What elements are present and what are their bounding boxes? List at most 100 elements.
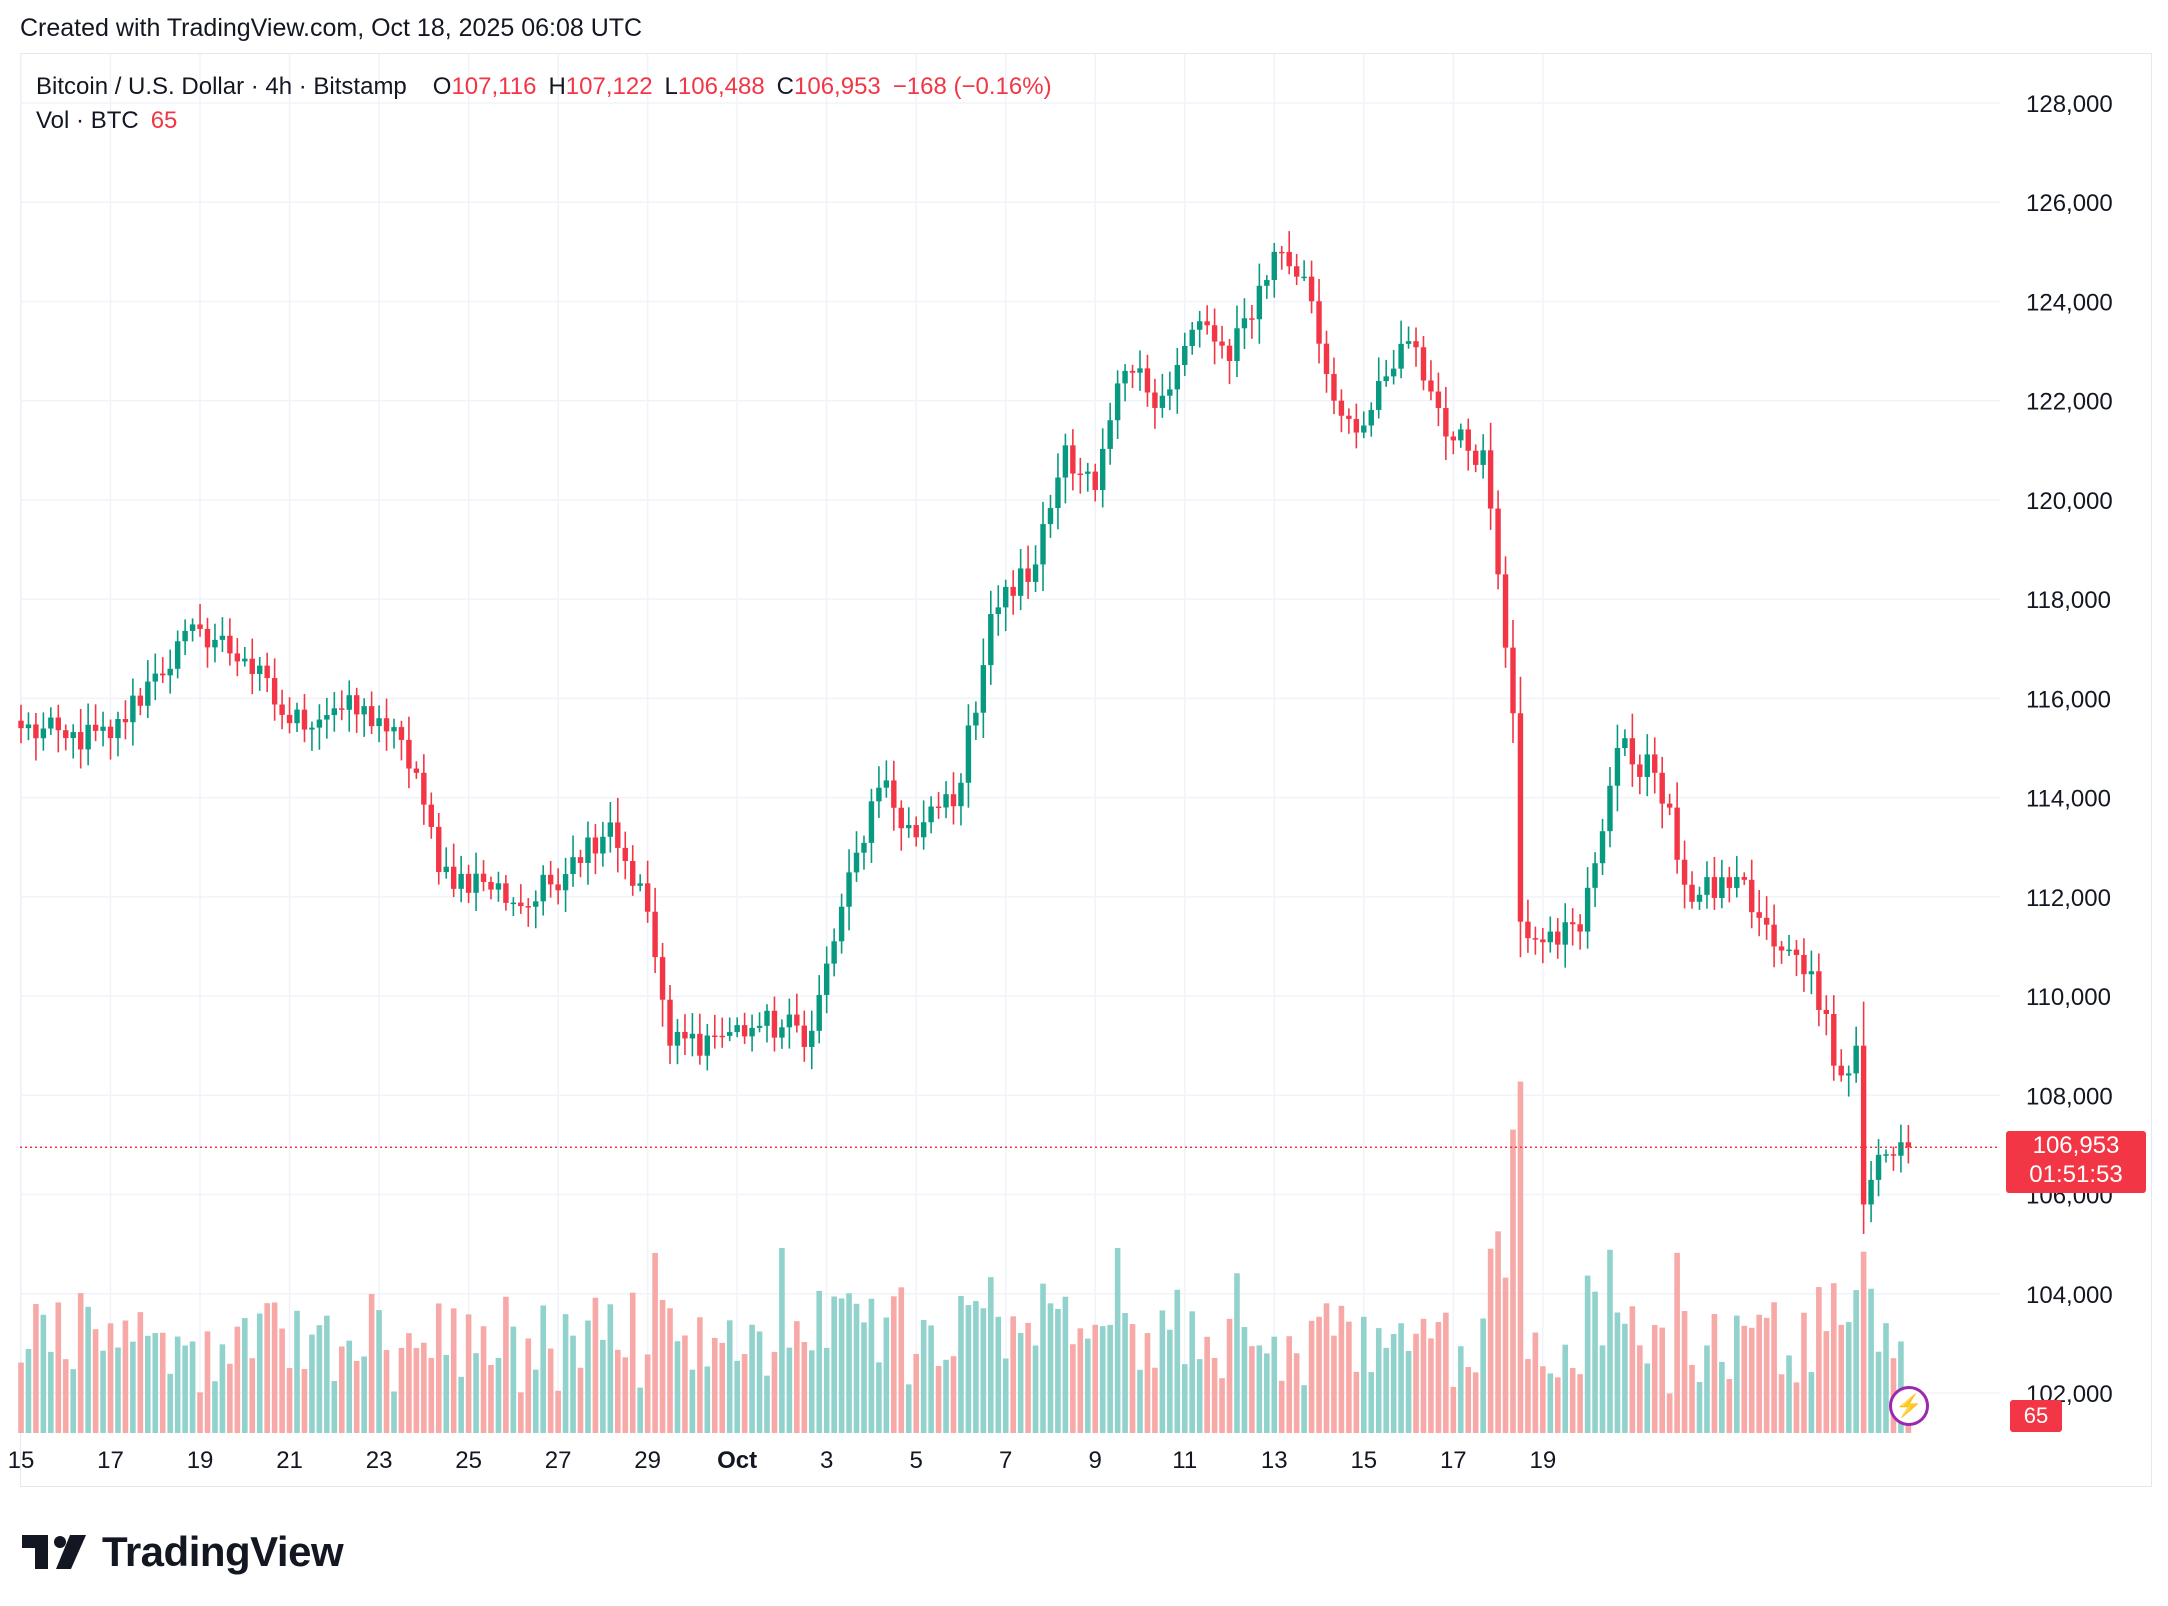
volume-bar [1286, 1336, 1292, 1433]
candle-body [1159, 395, 1166, 408]
candle-body [1323, 343, 1330, 374]
candle-body [958, 782, 964, 807]
volume-bar [585, 1320, 591, 1433]
candle-body [1808, 971, 1815, 975]
volume-bar [331, 1381, 338, 1433]
volume-bar [1040, 1283, 1046, 1433]
candle-body [368, 706, 375, 727]
volume-bar [1674, 1252, 1680, 1433]
candle-body [92, 724, 99, 731]
candle-body [1264, 280, 1270, 286]
volume-bar [503, 1296, 509, 1433]
volume-bar [779, 1248, 785, 1433]
candle-body [70, 732, 76, 739]
candle-body [1629, 738, 1636, 765]
candle-body [473, 873, 479, 893]
candle-body [913, 824, 919, 838]
volume-bar [279, 1328, 285, 1433]
symbol-title[interactable]: Bitcoin / U.S. Dollar · 4h · Bitstamp [36, 73, 407, 100]
volume-bar [227, 1363, 233, 1433]
volume-bar [1249, 1346, 1255, 1433]
volume-bar [838, 1298, 845, 1433]
volume-bar [1726, 1379, 1733, 1433]
volume-bar [1696, 1382, 1703, 1433]
candle-body [577, 857, 584, 863]
candle-body [1555, 931, 1561, 945]
candle-body [510, 902, 517, 905]
volume-bar [756, 1331, 763, 1433]
candle-body [100, 726, 106, 731]
x-tick-label: 19 [1529, 1447, 1556, 1474]
volume-bar [1331, 1335, 1337, 1433]
candle-body [1689, 884, 1695, 902]
volume-bar [92, 1329, 99, 1433]
candle-body [1226, 345, 1233, 361]
candle-body [1017, 568, 1024, 596]
volume-bar [249, 1358, 256, 1433]
lightning-icon[interactable]: ⚡ [1889, 1386, 1929, 1426]
candle-body [1547, 931, 1553, 943]
volume-bar [1868, 1288, 1874, 1433]
candle-body [1458, 429, 1464, 441]
y-tick-label: 122,000 [2026, 389, 2113, 416]
volume-bar [1487, 1248, 1494, 1433]
volume-bar [48, 1351, 54, 1433]
x-tick-label: 27 [545, 1447, 572, 1474]
candle-body [801, 1025, 807, 1047]
candle-body [719, 1035, 725, 1038]
candle-body [727, 1032, 733, 1036]
volume-bar [988, 1277, 994, 1433]
time-axis[interactable]: 15 17 19 21 23 25 27 29 Oct 3 5 7 9 11 13 15 17 19 [8, 1447, 1557, 1474]
volume-bar [1719, 1361, 1725, 1433]
volume-bar [868, 1298, 875, 1433]
candle-body [1122, 370, 1128, 384]
candle-body [547, 874, 554, 885]
candle-body [1353, 418, 1360, 433]
candle-body [1308, 276, 1315, 302]
candle-body [652, 911, 658, 958]
candle-body [525, 906, 531, 908]
candle-body [1249, 318, 1255, 320]
volume-bar [204, 1331, 211, 1433]
volume-label[interactable]: Vol · BTC [36, 107, 139, 134]
candle-body [764, 1010, 770, 1026]
candle-body [1376, 381, 1382, 410]
volume-bar [1234, 1273, 1240, 1433]
y-tick-label: 114,000 [2026, 786, 2111, 813]
candle-body [189, 624, 196, 631]
volume-row: Vol · BTC 65 [36, 104, 1052, 138]
candle-body [779, 1027, 785, 1038]
volume-bar [1681, 1311, 1688, 1433]
volume-bar [145, 1335, 151, 1433]
volume-bar [1129, 1324, 1136, 1433]
candle-body [249, 658, 255, 675]
candle-body [555, 884, 561, 891]
candle-body [219, 635, 226, 640]
candle-body [488, 881, 494, 890]
volume-bar [1346, 1321, 1352, 1433]
volume-bar [1554, 1377, 1561, 1433]
candle-body [1577, 924, 1583, 932]
volume-bar [667, 1308, 673, 1433]
price-axis[interactable]: 102,000104,000106,000108,000110,000112,0… [2026, 91, 2113, 1408]
volume-bar [1569, 1368, 1576, 1433]
volume-bar [1316, 1316, 1322, 1433]
candle-body [1390, 368, 1397, 377]
x-tick-label: 13 [1261, 1447, 1288, 1474]
open-value: 107,116 [451, 73, 537, 100]
y-tick-label: 128,000 [2026, 91, 2113, 118]
candle-body [204, 628, 211, 648]
candle-body [1137, 368, 1143, 373]
candle-body [458, 873, 464, 889]
candle-body [346, 695, 352, 710]
volume-bar [256, 1313, 263, 1433]
candle-body [1271, 251, 1277, 281]
candle-body [771, 1010, 778, 1038]
candle-body [33, 724, 39, 739]
volume-bar [1353, 1371, 1360, 1433]
volume-bar [1077, 1328, 1084, 1433]
candle-body [1420, 347, 1427, 381]
volume-bar [540, 1305, 546, 1433]
current-price-value: 106,953 [2032, 1132, 2120, 1159]
